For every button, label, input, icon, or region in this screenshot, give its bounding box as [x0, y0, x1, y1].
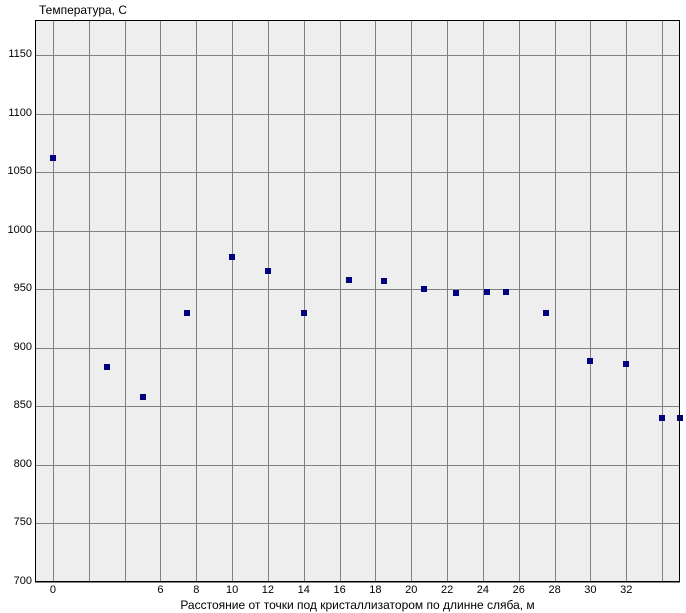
data-point [229, 254, 235, 260]
chart-container: Температура, С Расстояние от точки под к… [0, 0, 686, 613]
y-tick-label: 700 [2, 575, 32, 587]
x-tick-label: 26 [504, 584, 534, 596]
x-tick-label: 12 [253, 584, 283, 596]
data-point [587, 358, 593, 364]
data-point [659, 415, 665, 421]
y-tick-label: 1150 [2, 48, 32, 60]
x-tick-label: 20 [396, 584, 426, 596]
grid-line-v [555, 20, 556, 582]
grid-line-v [125, 20, 126, 582]
grid-line-h [35, 172, 680, 173]
grid-line-v [304, 20, 305, 582]
plot-area [35, 20, 680, 582]
grid-line-h [35, 289, 680, 290]
x-tick-label: 30 [575, 584, 605, 596]
grid-line-h [35, 465, 680, 466]
x-tick-label: 0 [38, 584, 68, 596]
grid-line-h [35, 114, 680, 115]
x-axis-title: Расстояние от точки под кристаллизатором… [35, 598, 680, 612]
grid-line-v [590, 20, 591, 582]
data-point [265, 268, 271, 274]
data-point [140, 394, 146, 400]
grid-line-v [196, 20, 197, 582]
grid-line-h [35, 406, 680, 407]
data-point [104, 364, 110, 370]
grid-line-v [340, 20, 341, 582]
y-axis-title: Температура, С [39, 3, 127, 17]
grid-line-v [160, 20, 161, 582]
grid-line-v [662, 20, 663, 582]
data-point [484, 289, 490, 295]
x-tick-label: 10 [217, 584, 247, 596]
grid-line-h [35, 55, 680, 56]
y-tick-label: 800 [2, 458, 32, 470]
data-point [50, 155, 56, 161]
data-point [301, 310, 307, 316]
x-tick-label: 6 [145, 584, 175, 596]
data-point [677, 415, 683, 421]
grid-line-h [35, 523, 680, 524]
data-point [503, 289, 509, 295]
y-tick-label: 850 [2, 399, 32, 411]
data-point [421, 286, 427, 292]
x-tick-label: 8 [181, 584, 211, 596]
x-tick-label: 16 [325, 584, 355, 596]
y-tick-label: 1000 [2, 224, 32, 236]
x-tick-label: 28 [540, 584, 570, 596]
grid-line-v [89, 20, 90, 582]
data-point [184, 310, 190, 316]
grid-line-v [411, 20, 412, 582]
grid-line-v [483, 20, 484, 582]
grid-line-v [268, 20, 269, 582]
x-tick-label: 18 [360, 584, 390, 596]
y-tick-label: 1100 [2, 107, 32, 119]
grid-line-v [53, 20, 54, 582]
y-tick-label: 950 [2, 282, 32, 294]
y-tick-label: 750 [2, 516, 32, 528]
data-point [453, 290, 459, 296]
data-point [381, 278, 387, 284]
grid-line-v [519, 20, 520, 582]
grid-line-v [375, 20, 376, 582]
data-point [346, 277, 352, 283]
x-tick-label: 32 [611, 584, 641, 596]
data-point [623, 361, 629, 367]
grid-line-v [626, 20, 627, 582]
grid-line-h [35, 231, 680, 232]
data-point [543, 310, 549, 316]
grid-line-v [232, 20, 233, 582]
x-tick-label: 14 [289, 584, 319, 596]
grid-line-h [35, 348, 680, 349]
x-tick-label: 24 [468, 584, 498, 596]
grid-line-h [35, 582, 680, 583]
grid-line-v [447, 20, 448, 582]
x-tick-label: 22 [432, 584, 462, 596]
y-tick-label: 1050 [2, 165, 32, 177]
y-tick-label: 900 [2, 341, 32, 353]
